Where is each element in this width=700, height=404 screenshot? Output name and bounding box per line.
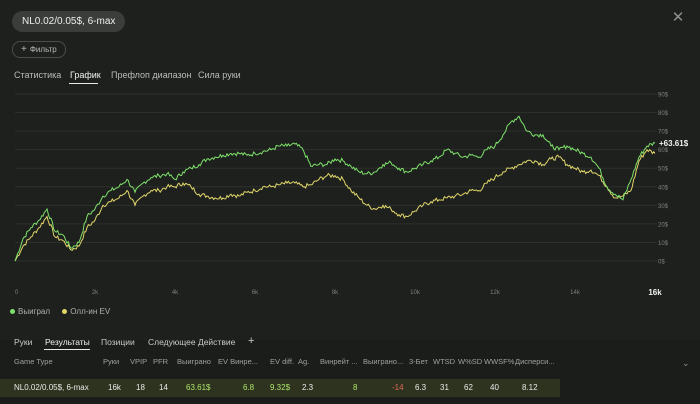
x-tick-label: 14k (570, 290, 581, 296)
col-wsd[interactable]: W%SD (458, 357, 483, 366)
col-wwsf[interactable]: WWSF% (484, 357, 515, 366)
legend-item-won[interactable]: Выиграл (10, 307, 50, 316)
y-tick-label: 0$ (658, 260, 665, 266)
y-tick-label: 80$ (658, 111, 669, 117)
cell-pfr: 14 (159, 383, 168, 392)
y-tick-label: 20$ (658, 222, 669, 228)
table-header: Game Type Руки VPIP PFR Выиграно EV Винр… (0, 357, 700, 375)
col-pfr[interactable]: PFR (153, 357, 168, 366)
tab-hands[interactable]: Руки (14, 337, 33, 347)
col-wtsd[interactable]: WTSD (433, 357, 456, 366)
cell-game-type: NL0.02/0.05$, 6-max (14, 383, 89, 392)
cell-ev-won: 9.32$ (270, 383, 291, 392)
add-tab-button[interactable]: + (248, 335, 255, 347)
series-allin-ev-line (14, 148, 656, 262)
table-row[interactable]: NL0.02/0.05$, 6-max 16k 18 14 63.61$ 6.8… (0, 379, 560, 397)
cell-ev-diff: 6.8 (243, 383, 255, 392)
chevron-down-icon[interactable]: ⌄ (682, 358, 690, 368)
chart-legend: Выиграл Олл-ин EV (10, 307, 120, 316)
tab-results[interactable]: Результаты (45, 337, 90, 347)
legend-label-allin-ev: Олл-ин EV (70, 307, 111, 316)
legend-item-allin-ev[interactable]: Олл-ин EV (62, 307, 110, 316)
y-tick-label: 10$ (658, 241, 669, 247)
col-ag[interactable]: Ag. (298, 357, 310, 366)
close-icon[interactable]: ✕ (671, 9, 685, 26)
y-tick-label: 70$ (658, 130, 669, 136)
tab-statistics[interactable]: Статистика (14, 70, 62, 80)
x-tick-label: 12k (490, 290, 501, 296)
winnings-chart: 0$ 10$ 20$ 30$ 40$ 50$ 60$ 70$ 80$ 90$ 0 2k 4k 6k 8k 1… (14, 93, 689, 297)
y-tick-label: 50$ (658, 167, 669, 173)
col-winrate[interactable]: Винрейт ... (320, 357, 358, 366)
col-hands[interactable]: Руки (103, 357, 120, 366)
legend-label-won: Выиграл (18, 307, 51, 316)
tab-graph[interactable]: График (70, 70, 101, 80)
tab-hand-strength[interactable]: Сила руки (198, 70, 241, 80)
end-value-label: +63.61$ (659, 139, 689, 148)
tab-next-action[interactable]: Следующее Действие (148, 337, 236, 347)
tab-positions[interactable]: Позиции (101, 337, 135, 347)
legend-dot-icon (62, 309, 68, 315)
y-tick-label: 30$ (658, 204, 669, 210)
cell-won: 63.61$ (186, 383, 211, 392)
cell-ag: 2.3 (302, 383, 314, 392)
cell-wtsd: 31 (440, 383, 449, 392)
y-tick-label: 40$ (658, 185, 669, 191)
x-tick-label: 16k (648, 288, 662, 297)
x-tick-label: 4k (172, 290, 179, 296)
cell-won-2: -14 (392, 383, 404, 392)
game-title-chip[interactable]: NL0.02/0.05$, 6-max (12, 11, 126, 32)
chart-grid (15, 93, 657, 262)
col-ev-diff[interactable]: EV diff. (270, 357, 295, 366)
filter-button[interactable]: + Фильтр (12, 41, 66, 58)
col-won-2[interactable]: Выиграно... (363, 357, 404, 366)
col-3bet[interactable]: 3-Бет (409, 357, 428, 366)
y-axis-ticks: 0$ 10$ 20$ 30$ 40$ 50$ 60$ 70$ 80$ 90$ (658, 93, 669, 266)
legend-dot-icon (10, 309, 15, 315)
results-tabs: Руки Результаты Позиции Следующее Действ… (0, 330, 700, 350)
x-tick-label: 6k (252, 290, 259, 296)
x-tick-label: 2k (92, 290, 99, 296)
cell-variance: 8.12 (522, 383, 538, 392)
y-tick-label: 90$ (658, 93, 669, 99)
y-tick-label: 60$ (658, 148, 669, 154)
x-axis-ticks: 0 2k 4k 6k 8k 10k 12k 14k 16k (15, 288, 662, 297)
col-vpip[interactable]: VPIP (130, 357, 148, 366)
col-variance[interactable]: Дисперси... (515, 357, 555, 366)
cell-wsd: 62 (464, 383, 473, 392)
active-tab-underline (69, 83, 98, 84)
cell-3bet: 6.3 (415, 383, 427, 392)
tab-preflop-range[interactable]: Префлоп диапазон (111, 70, 192, 80)
col-ev-winrate[interactable]: EV Винре... (218, 357, 259, 366)
cell-winrate: 8 (353, 383, 358, 392)
x-tick-label: 0 (15, 290, 19, 296)
cell-hands: 16k (108, 383, 121, 392)
active-tab-underline (44, 349, 90, 350)
plus-icon: + (21, 44, 27, 55)
col-game-type[interactable]: Game Type (14, 357, 53, 366)
cell-vpip: 18 (136, 383, 145, 392)
x-tick-label: 10k (410, 290, 421, 296)
series-won-line (14, 115, 656, 262)
filter-label: Фильтр (29, 45, 57, 54)
col-won[interactable]: Выиграно (177, 357, 211, 366)
cell-wwsf: 40 (490, 383, 499, 392)
graph-panel (0, 0, 700, 340)
x-tick-label: 8k (332, 290, 339, 296)
